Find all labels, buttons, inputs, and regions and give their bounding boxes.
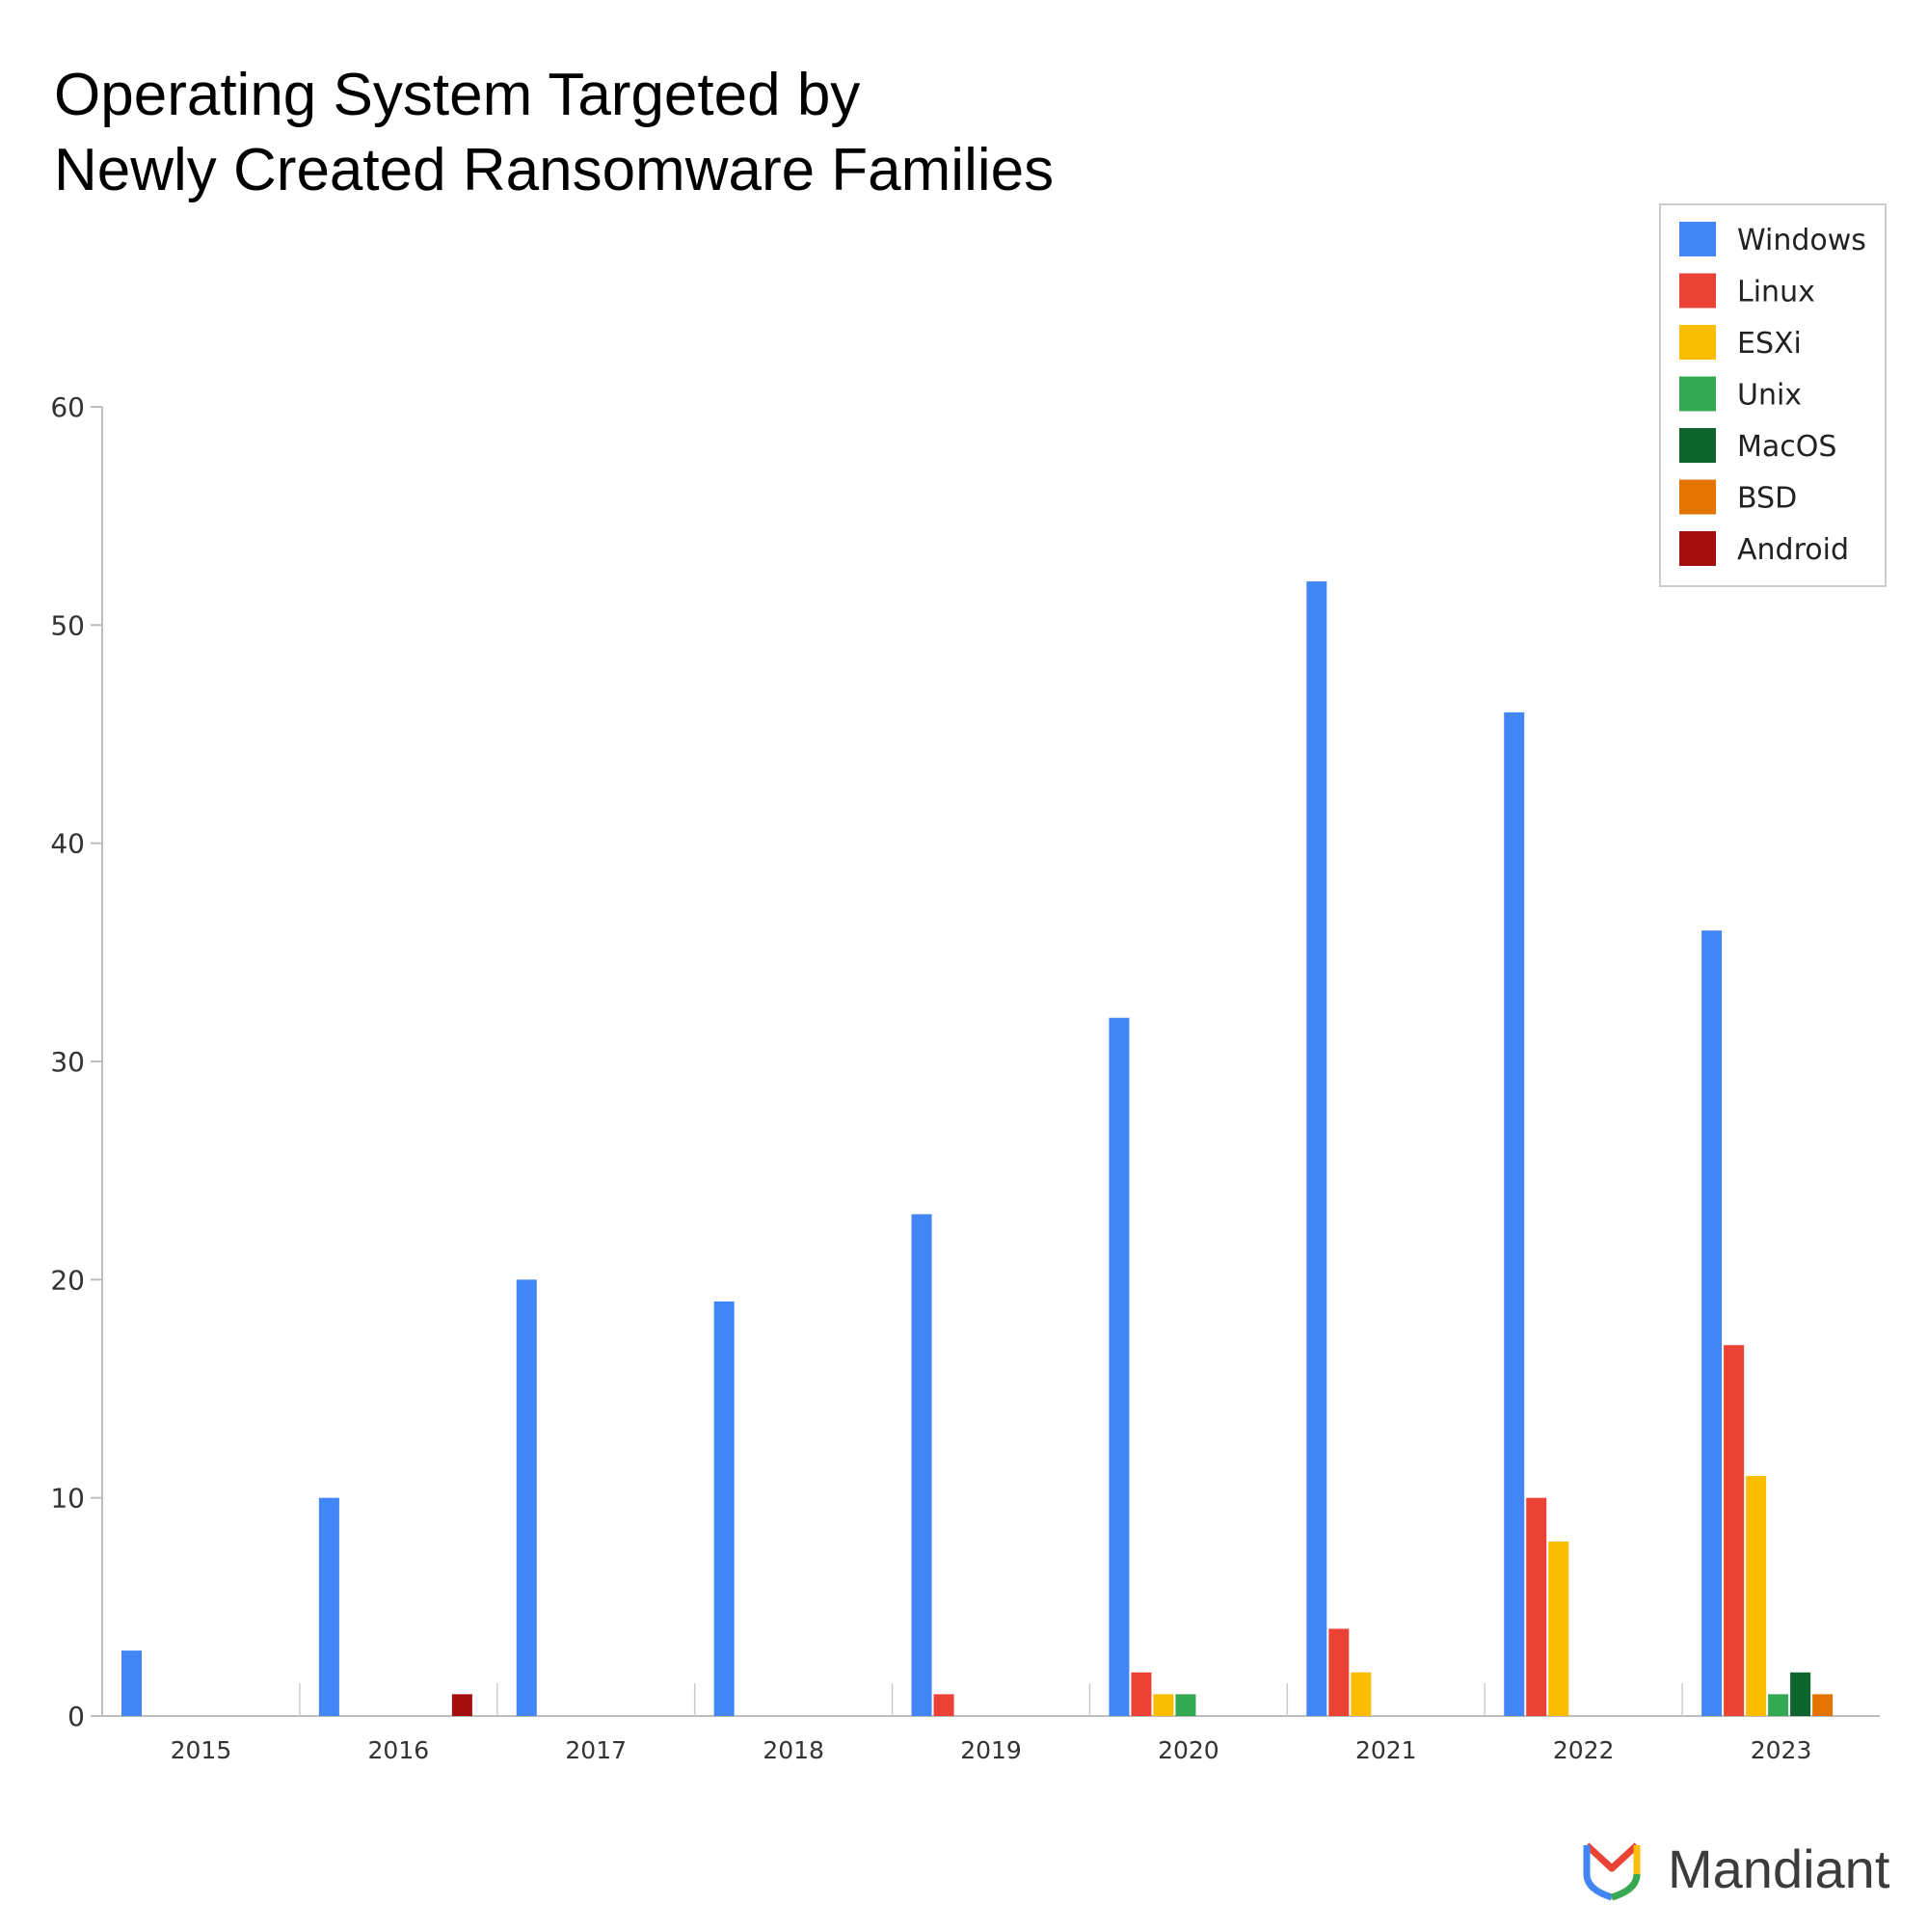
brand-logo: Mandiant — [1581, 1830, 1889, 1907]
x-tick-label: 2018 — [763, 1736, 824, 1764]
x-tick-label: 2017 — [565, 1736, 627, 1764]
legend-swatch-bsd — [1679, 479, 1716, 515]
legend-label-unix: Unix — [1737, 379, 1802, 413]
bar-windows-2018 — [713, 1301, 735, 1716]
y-tick-label: 50 — [50, 609, 85, 641]
bar-android-2016 — [451, 1694, 472, 1716]
y-tick-label: 20 — [50, 1264, 85, 1296]
brand-name: Mandiant — [1668, 1838, 1890, 1899]
bar-unix-2020 — [1175, 1694, 1196, 1716]
x-tick-label: 2021 — [1355, 1736, 1417, 1764]
bar-windows-2019 — [911, 1214, 932, 1716]
bar-linux-2022 — [1526, 1497, 1547, 1716]
legend-swatch-windows — [1679, 222, 1716, 256]
bar-esxi-2021 — [1351, 1672, 1372, 1716]
chart-title-line-2: Newly Created Ransomware Families — [54, 137, 1055, 203]
bar-windows-2015 — [121, 1650, 142, 1716]
bar-windows-2022 — [1504, 711, 1525, 1716]
bar-windows-2023 — [1701, 930, 1723, 1716]
x-tick-label: 2015 — [171, 1736, 232, 1764]
legend-label-android: Android — [1737, 533, 1849, 567]
x-tick-label: 2022 — [1553, 1736, 1615, 1764]
chart-axes: 0 10 20 30 40 50 60 2015 2016 2017 2018 2019 2020 202… — [50, 391, 1880, 1764]
legend-label-macos: MacOS — [1737, 430, 1836, 464]
y-tick-label: 30 — [50, 1046, 85, 1078]
bar-windows-2016 — [318, 1497, 339, 1716]
x-tick-label: 2019 — [960, 1736, 1022, 1764]
bar-esxi-2023 — [1746, 1476, 1767, 1716]
chart-title-line-1: Operating System Targeted by — [54, 62, 861, 128]
x-tick-label: 2016 — [368, 1736, 430, 1764]
legend-label-esxi: ESXi — [1737, 327, 1802, 361]
bar-macos-2023 — [1790, 1672, 1811, 1716]
y-tick-label: 10 — [50, 1483, 85, 1515]
bar-windows-2021 — [1306, 581, 1327, 1716]
y-tick-label: 60 — [50, 391, 85, 423]
bar-linux-2021 — [1328, 1628, 1350, 1716]
bar-esxi-2022 — [1548, 1541, 1569, 1716]
legend-swatch-esxi — [1679, 325, 1716, 360]
chart-bars — [121, 581, 1834, 1716]
x-tick-label: 2023 — [1751, 1736, 1812, 1764]
y-tick-label: 0 — [67, 1701, 85, 1732]
bar-linux-2020 — [1131, 1672, 1152, 1716]
mandiant-logo-icon — [1583, 1842, 1641, 1901]
legend-label-windows: Windows — [1737, 224, 1866, 257]
bar-windows-2017 — [516, 1279, 537, 1716]
legend-swatch-android — [1679, 531, 1716, 566]
legend-swatch-macos — [1679, 428, 1716, 463]
bar-linux-2023 — [1724, 1345, 1745, 1716]
chart-legend: Windows Linux ESXi Unix MacOS BSD Android — [1659, 203, 1887, 587]
legend-label-linux: Linux — [1737, 276, 1815, 309]
bar-bsd-2023 — [1812, 1694, 1834, 1716]
legend-swatch-linux — [1679, 273, 1716, 309]
legend-label-bsd: BSD — [1737, 482, 1797, 516]
y-tick-label: 40 — [50, 828, 85, 860]
bar-linux-2019 — [933, 1694, 954, 1716]
bar-esxi-2020 — [1153, 1694, 1174, 1716]
x-tick-label: 2020 — [1158, 1736, 1219, 1764]
chart-title: Operating System Targeted by Newly Creat… — [54, 58, 1054, 208]
legend-swatch-unix — [1679, 376, 1716, 412]
bar-windows-2020 — [1109, 1017, 1130, 1716]
bar-unix-2023 — [1768, 1694, 1789, 1716]
